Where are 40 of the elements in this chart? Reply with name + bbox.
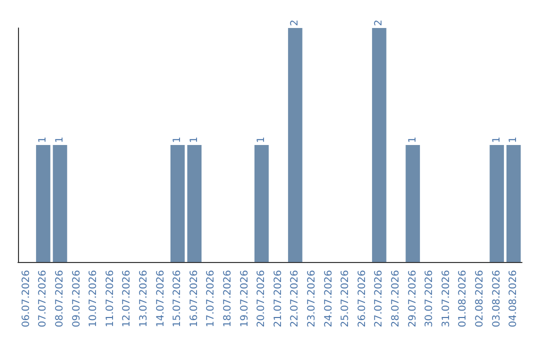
x-tick-label: 13.07.2026 (138, 270, 150, 328)
data-label: 1 (172, 136, 184, 143)
x-tick-label: 19.07.2026 (239, 270, 250, 328)
data-label: 2 (374, 20, 385, 26)
x-tick-label: 07.07.2026 (38, 270, 49, 328)
x-tick-label: 02.08.2026 (474, 270, 486, 328)
x-tick-label: 27.07.2026 (374, 270, 385, 328)
data-label: 1 (188, 136, 200, 143)
x-tick-label: 29.07.2026 (407, 270, 418, 328)
x-tick-label: 26.07.2026 (356, 270, 368, 328)
x-tick-label: 12.07.2026 (122, 270, 133, 328)
data-label: 1 (407, 136, 418, 143)
data-label: 1 (38, 136, 49, 143)
data-label: 1 (54, 136, 66, 143)
x-tick-label: 08.07.2026 (54, 270, 66, 328)
data-label: 1 (508, 136, 520, 143)
x-tick-label: 09.07.2026 (71, 270, 82, 328)
data-label: 1 (256, 136, 268, 143)
x-tick-label: 22.07.2026 (290, 270, 301, 328)
x-tick-label: 31.07.2026 (440, 270, 452, 328)
x-tick-label: 25.07.2026 (340, 270, 352, 328)
x-tick-label: 03.08.2026 (491, 270, 502, 328)
x-tick-label: 28.07.2026 (390, 270, 402, 328)
x-tick-label: 04.08.2026 (508, 270, 520, 328)
data-label: 2 (290, 20, 301, 26)
x-tick-label: 16.07.2026 (188, 270, 200, 328)
x-tick-label: 06.07.2026 (20, 270, 32, 328)
x-tick-label: 23.07.2026 (306, 270, 318, 328)
x-tick-label: 30.07.2026 (424, 270, 436, 328)
x-tick-label: 11.07.2026 (104, 270, 116, 328)
x-tick-label: 10.07.2026 (88, 270, 100, 328)
x-tick-label: 17.07.2026 (206, 270, 217, 328)
x-tick-label: 15.07.2026 (172, 270, 184, 328)
x-tick-label: 01.08.2026 (458, 270, 469, 328)
x-tick-label: 24.07.2026 (323, 270, 334, 328)
x-tick-label: 14.07.2026 (155, 270, 166, 328)
data-label: 1 (491, 136, 502, 143)
x-tick-label: 21.07.2026 (272, 270, 284, 328)
x-tick-label: 18.07.2026 (222, 270, 234, 328)
x-tick-label: 20.07.2026 (256, 270, 268, 328)
